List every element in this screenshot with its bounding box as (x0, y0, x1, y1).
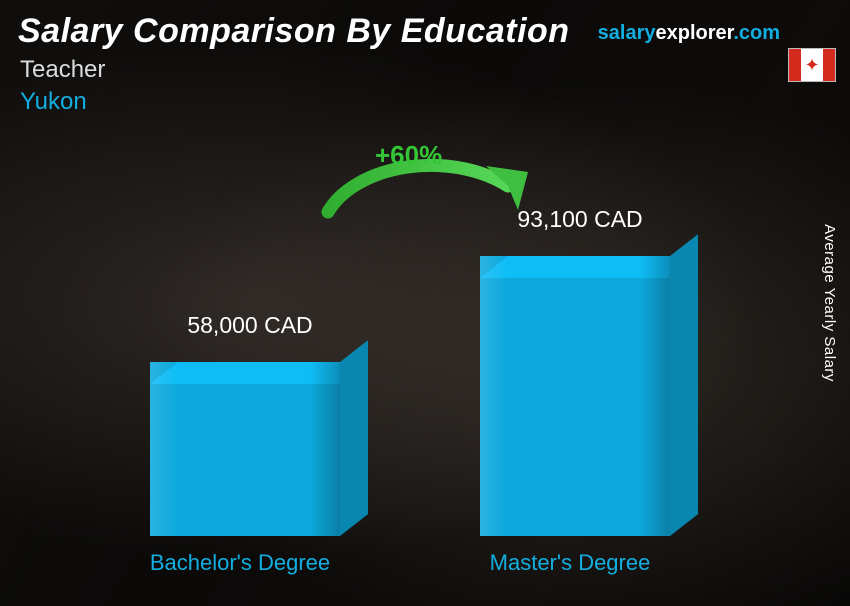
bar-masters: 93,100 CAD (480, 256, 670, 536)
job-title: Teacher (20, 56, 105, 84)
bar-side-face (670, 234, 698, 536)
brand-part-2: explorer (655, 22, 733, 44)
chart-area: +60% 58,000 CAD 93,100 CAD Bachelor's De… (80, 170, 770, 576)
y-axis-label: Average Yearly Salary (821, 224, 838, 382)
bar-front-face (150, 362, 340, 536)
region-name: Yukon (20, 88, 87, 116)
delta-percent: +60% (375, 140, 442, 171)
infographic-canvas: Salary Comparison By Education Teacher Y… (0, 0, 850, 606)
brand-part-1: salary (598, 22, 656, 44)
brand-logo: salaryexplorer.com (598, 22, 780, 45)
bar-front-face (480, 256, 670, 536)
country-flag-icon: ✦ (788, 48, 836, 82)
bar-3d (480, 256, 670, 536)
category-label: Bachelor's Degree (110, 550, 370, 576)
bar-side-face (340, 340, 368, 536)
brand-suffix: .com (733, 22, 780, 44)
category-label: Master's Degree (440, 550, 700, 576)
bar-bachelors: 58,000 CAD (150, 362, 340, 536)
bar-3d (150, 362, 340, 536)
main-title: Salary Comparison By Education (18, 12, 570, 51)
maple-leaf-icon: ✦ (804, 56, 819, 74)
bar-value-label: 93,100 CAD (450, 206, 710, 233)
bar-value-label: 58,000 CAD (120, 312, 380, 339)
